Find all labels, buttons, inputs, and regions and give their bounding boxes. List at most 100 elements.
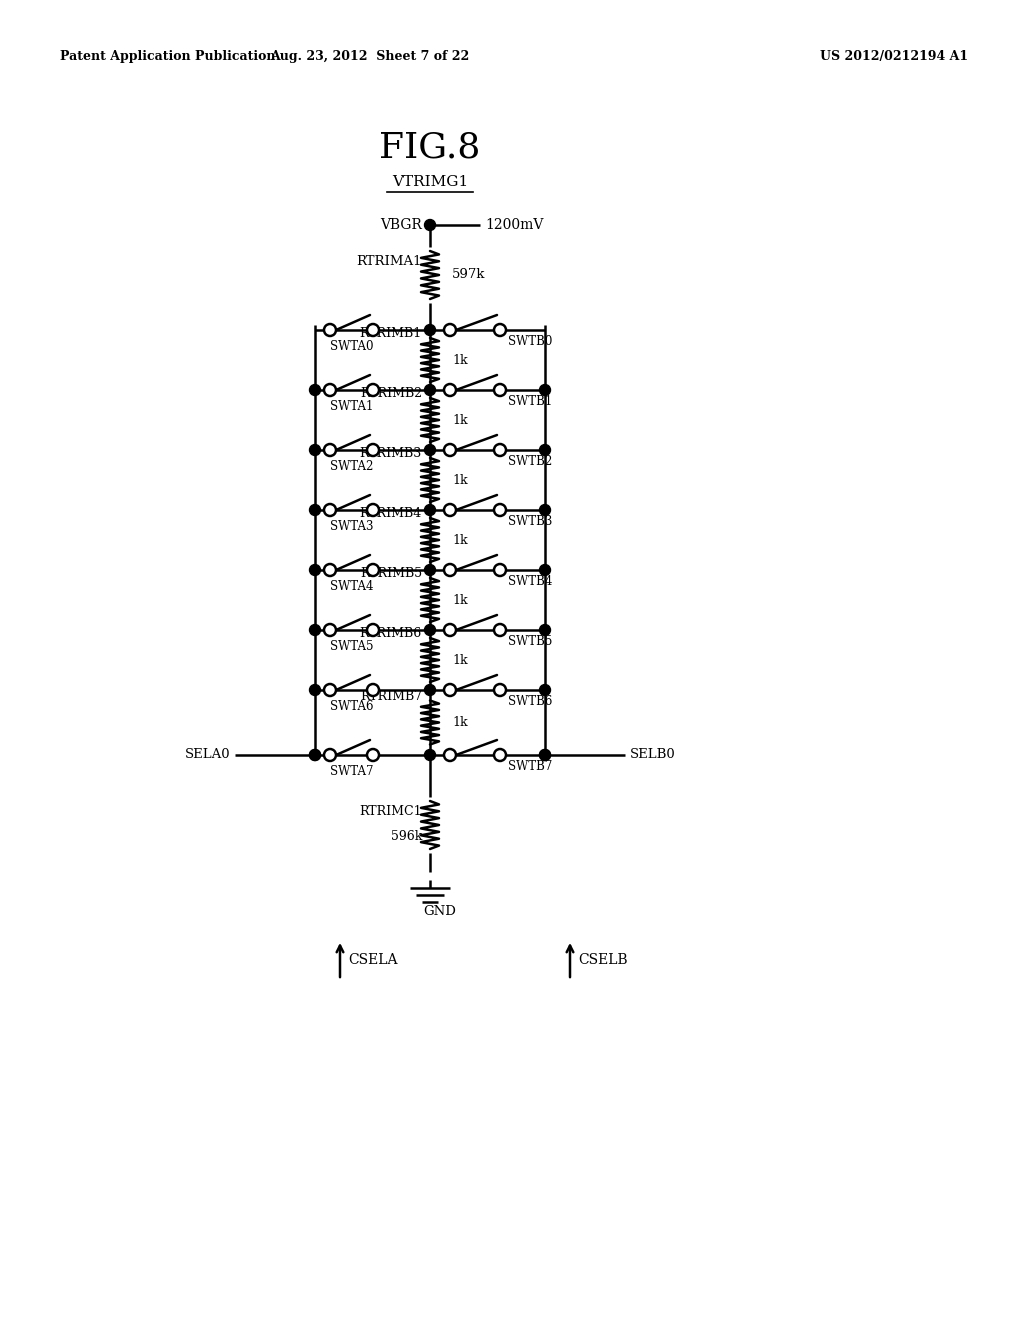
Text: 1k: 1k: [452, 533, 468, 546]
Circle shape: [494, 564, 506, 576]
Circle shape: [540, 750, 551, 760]
Text: SWTB2: SWTB2: [508, 455, 552, 469]
Text: GND: GND: [424, 906, 457, 917]
Circle shape: [309, 445, 321, 455]
Circle shape: [324, 323, 336, 337]
Text: SWTA2: SWTA2: [330, 459, 373, 473]
Text: 1k: 1k: [452, 474, 468, 487]
Text: RTRIMB2: RTRIMB2: [359, 387, 422, 400]
Text: SWTA5: SWTA5: [330, 640, 374, 653]
Circle shape: [444, 444, 456, 455]
Circle shape: [444, 624, 456, 636]
Circle shape: [494, 323, 506, 337]
Text: SWTA7: SWTA7: [330, 766, 374, 777]
Circle shape: [494, 384, 506, 396]
Circle shape: [425, 384, 435, 396]
Circle shape: [425, 445, 435, 455]
Text: Aug. 23, 2012  Sheet 7 of 22: Aug. 23, 2012 Sheet 7 of 22: [270, 50, 470, 63]
Text: Patent Application Publication: Patent Application Publication: [60, 50, 275, 63]
Text: VBGR: VBGR: [380, 218, 422, 232]
Circle shape: [367, 748, 379, 762]
Circle shape: [494, 444, 506, 455]
Text: SWTA0: SWTA0: [330, 341, 374, 352]
Text: SWTB3: SWTB3: [508, 515, 552, 528]
Circle shape: [444, 684, 456, 696]
Text: CSELA: CSELA: [348, 953, 397, 968]
Circle shape: [367, 384, 379, 396]
Circle shape: [540, 565, 551, 576]
Circle shape: [540, 504, 551, 516]
Circle shape: [309, 504, 321, 516]
Text: SWTB1: SWTB1: [508, 395, 552, 408]
Circle shape: [540, 750, 551, 760]
Text: 596k: 596k: [390, 830, 422, 843]
Text: 597k: 597k: [452, 268, 485, 281]
Circle shape: [444, 384, 456, 396]
Text: 1k: 1k: [452, 354, 468, 367]
Circle shape: [309, 750, 321, 760]
Text: RTRIMB5: RTRIMB5: [359, 568, 422, 579]
Text: CSELB: CSELB: [578, 953, 628, 968]
Text: SWTB6: SWTB6: [508, 696, 552, 708]
Text: 1k: 1k: [452, 594, 468, 606]
Circle shape: [367, 624, 379, 636]
Text: RTRIMB3: RTRIMB3: [359, 447, 422, 459]
Circle shape: [494, 748, 506, 762]
Circle shape: [494, 624, 506, 636]
Text: SWTB0: SWTB0: [508, 335, 552, 348]
Circle shape: [425, 750, 435, 760]
Text: RTRIMB6: RTRIMB6: [359, 627, 422, 640]
Circle shape: [367, 684, 379, 696]
Circle shape: [367, 323, 379, 337]
Circle shape: [309, 565, 321, 576]
Circle shape: [324, 384, 336, 396]
Circle shape: [367, 444, 379, 455]
Text: 1200mV: 1200mV: [485, 218, 544, 232]
Circle shape: [425, 624, 435, 635]
Circle shape: [494, 504, 506, 516]
Text: VTRIMG1: VTRIMG1: [392, 176, 468, 189]
Circle shape: [367, 564, 379, 576]
Text: SWTB7: SWTB7: [508, 760, 552, 774]
Circle shape: [540, 384, 551, 396]
Text: RTRIMC1: RTRIMC1: [359, 805, 422, 818]
Text: US 2012/0212194 A1: US 2012/0212194 A1: [820, 50, 968, 63]
Text: RTRIMB7: RTRIMB7: [359, 689, 422, 702]
Circle shape: [324, 684, 336, 696]
Circle shape: [324, 504, 336, 516]
Text: FIG.8: FIG.8: [379, 129, 480, 164]
Circle shape: [540, 624, 551, 635]
Circle shape: [444, 748, 456, 762]
Text: SWTB4: SWTB4: [508, 576, 552, 587]
Circle shape: [444, 564, 456, 576]
Circle shape: [540, 685, 551, 696]
Circle shape: [425, 325, 435, 335]
Text: SWTB5: SWTB5: [508, 635, 552, 648]
Circle shape: [324, 748, 336, 762]
Text: RTRIMB1: RTRIMB1: [359, 327, 422, 341]
Circle shape: [324, 444, 336, 455]
Text: RTRIMB4: RTRIMB4: [359, 507, 422, 520]
Text: 1k: 1k: [452, 653, 468, 667]
Text: SWTA3: SWTA3: [330, 520, 374, 533]
Circle shape: [309, 750, 321, 760]
Text: SWTA6: SWTA6: [330, 700, 374, 713]
Circle shape: [367, 504, 379, 516]
Circle shape: [309, 685, 321, 696]
Text: SELB0: SELB0: [630, 748, 676, 762]
Text: SWTA4: SWTA4: [330, 579, 374, 593]
Circle shape: [309, 384, 321, 396]
Text: RTRIMA1: RTRIMA1: [356, 255, 422, 268]
Circle shape: [444, 323, 456, 337]
Circle shape: [425, 685, 435, 696]
Text: SWTA1: SWTA1: [330, 400, 373, 413]
Text: SELA0: SELA0: [184, 748, 230, 762]
Circle shape: [425, 565, 435, 576]
Text: 1k: 1k: [452, 715, 468, 729]
Circle shape: [425, 219, 435, 231]
Circle shape: [494, 684, 506, 696]
Circle shape: [324, 624, 336, 636]
Circle shape: [540, 445, 551, 455]
Text: 1k: 1k: [452, 413, 468, 426]
Circle shape: [444, 504, 456, 516]
